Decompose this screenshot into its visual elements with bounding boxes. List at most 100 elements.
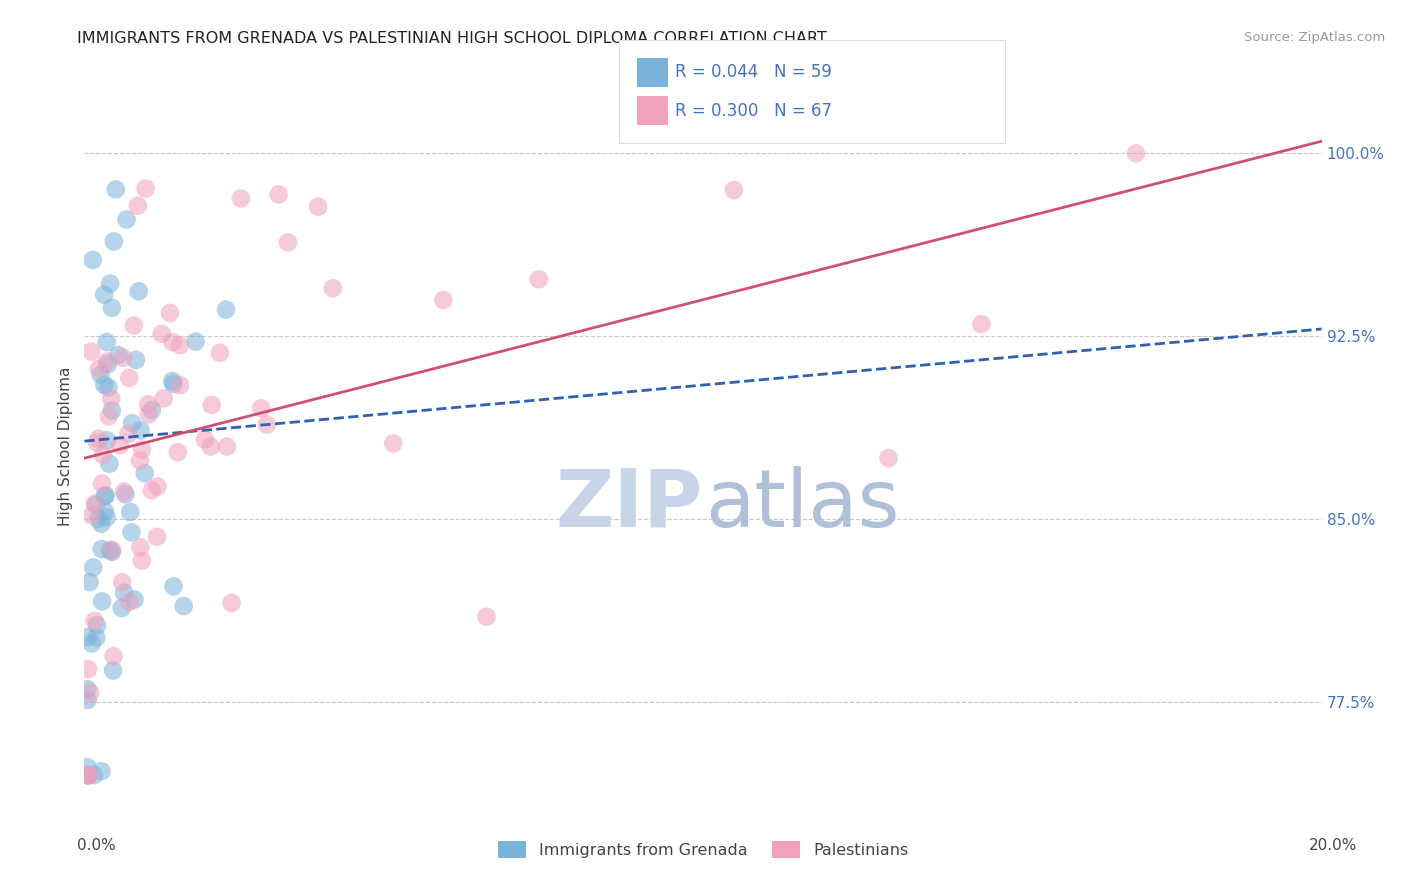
Point	[79, 768, 101, 782]
Point	[76, 768, 98, 782]
Point	[80, 636, 103, 650]
Point	[93, 489, 115, 503]
Point	[229, 191, 252, 205]
Point	[141, 403, 163, 417]
Text: Source: ZipAtlas.com: Source: ZipAtlas.com	[1244, 31, 1385, 45]
Text: ZIP: ZIP	[555, 466, 703, 543]
Text: R = 0.044   N = 59: R = 0.044 N = 59	[675, 63, 832, 81]
Point	[76, 682, 98, 697]
Point	[128, 453, 150, 467]
Point	[98, 543, 121, 558]
Point	[141, 483, 163, 498]
Point	[129, 424, 152, 438]
Point	[90, 542, 112, 557]
Point	[150, 326, 173, 341]
Point	[169, 338, 191, 352]
Point	[1125, 146, 1147, 161]
Point	[277, 235, 299, 250]
Point	[103, 235, 125, 249]
Point	[162, 579, 184, 593]
Point	[101, 542, 124, 557]
Point	[877, 451, 900, 466]
Point	[162, 374, 184, 388]
Point	[112, 585, 135, 599]
Point	[307, 200, 329, 214]
Point	[98, 457, 121, 471]
Point	[723, 183, 745, 197]
Point	[215, 440, 238, 454]
Point	[527, 272, 550, 286]
Point	[77, 768, 100, 782]
Point	[118, 371, 141, 385]
Point	[194, 433, 217, 447]
Point	[112, 484, 135, 499]
Point	[162, 335, 184, 350]
Point	[90, 516, 112, 531]
Point	[91, 594, 114, 608]
Point	[208, 346, 231, 360]
Point	[152, 392, 174, 406]
Point	[94, 488, 117, 502]
Point	[103, 649, 125, 664]
Text: 0.0%: 0.0%	[77, 838, 117, 853]
Point	[104, 182, 127, 196]
Text: 20.0%: 20.0%	[1309, 838, 1357, 853]
Point	[80, 508, 103, 523]
Point	[114, 487, 136, 501]
Point	[101, 403, 124, 417]
Point	[118, 595, 141, 609]
Point	[91, 448, 114, 462]
Point	[97, 409, 120, 424]
Point	[200, 440, 222, 454]
Point	[86, 618, 108, 632]
Point	[96, 334, 118, 349]
Point	[82, 252, 104, 267]
Point	[322, 281, 344, 295]
Point	[201, 398, 224, 412]
Point	[184, 334, 207, 349]
Point	[134, 466, 156, 480]
Point	[89, 368, 111, 382]
Point	[82, 560, 104, 574]
Point	[162, 377, 184, 392]
Point	[146, 530, 169, 544]
Point	[138, 407, 160, 421]
Point	[166, 445, 188, 459]
Point	[121, 416, 143, 430]
Point	[111, 601, 134, 615]
Point	[79, 686, 101, 700]
Point	[76, 630, 98, 644]
Point	[173, 599, 195, 613]
Point	[882, 110, 904, 124]
Point	[129, 541, 152, 555]
Text: R = 0.300   N = 67: R = 0.300 N = 67	[675, 102, 832, 120]
Point	[256, 417, 278, 432]
Point	[97, 380, 120, 394]
Text: IMMIGRANTS FROM GRENADA VS PALESTINIAN HIGH SCHOOL DIPLOMA CORRELATION CHART: IMMIGRANTS FROM GRENADA VS PALESTINIAN H…	[77, 31, 827, 46]
Point	[80, 344, 103, 359]
Point	[84, 498, 107, 512]
Point	[83, 768, 105, 782]
Point	[267, 187, 290, 202]
Point	[96, 354, 118, 368]
Point	[86, 631, 108, 645]
Point	[98, 277, 121, 291]
Point	[121, 525, 143, 540]
Point	[159, 306, 181, 320]
Point	[128, 285, 150, 299]
Point	[83, 497, 105, 511]
Point	[101, 545, 124, 559]
Point	[90, 764, 112, 779]
Point	[111, 575, 134, 590]
Point	[83, 614, 105, 628]
Point	[96, 434, 118, 448]
Point	[93, 287, 115, 301]
Point	[124, 592, 146, 607]
Point	[76, 768, 98, 782]
Text: atlas: atlas	[706, 466, 900, 543]
Point	[97, 357, 120, 371]
Point	[79, 575, 101, 590]
Point	[112, 351, 135, 365]
Point	[117, 426, 139, 441]
Point	[86, 435, 108, 450]
